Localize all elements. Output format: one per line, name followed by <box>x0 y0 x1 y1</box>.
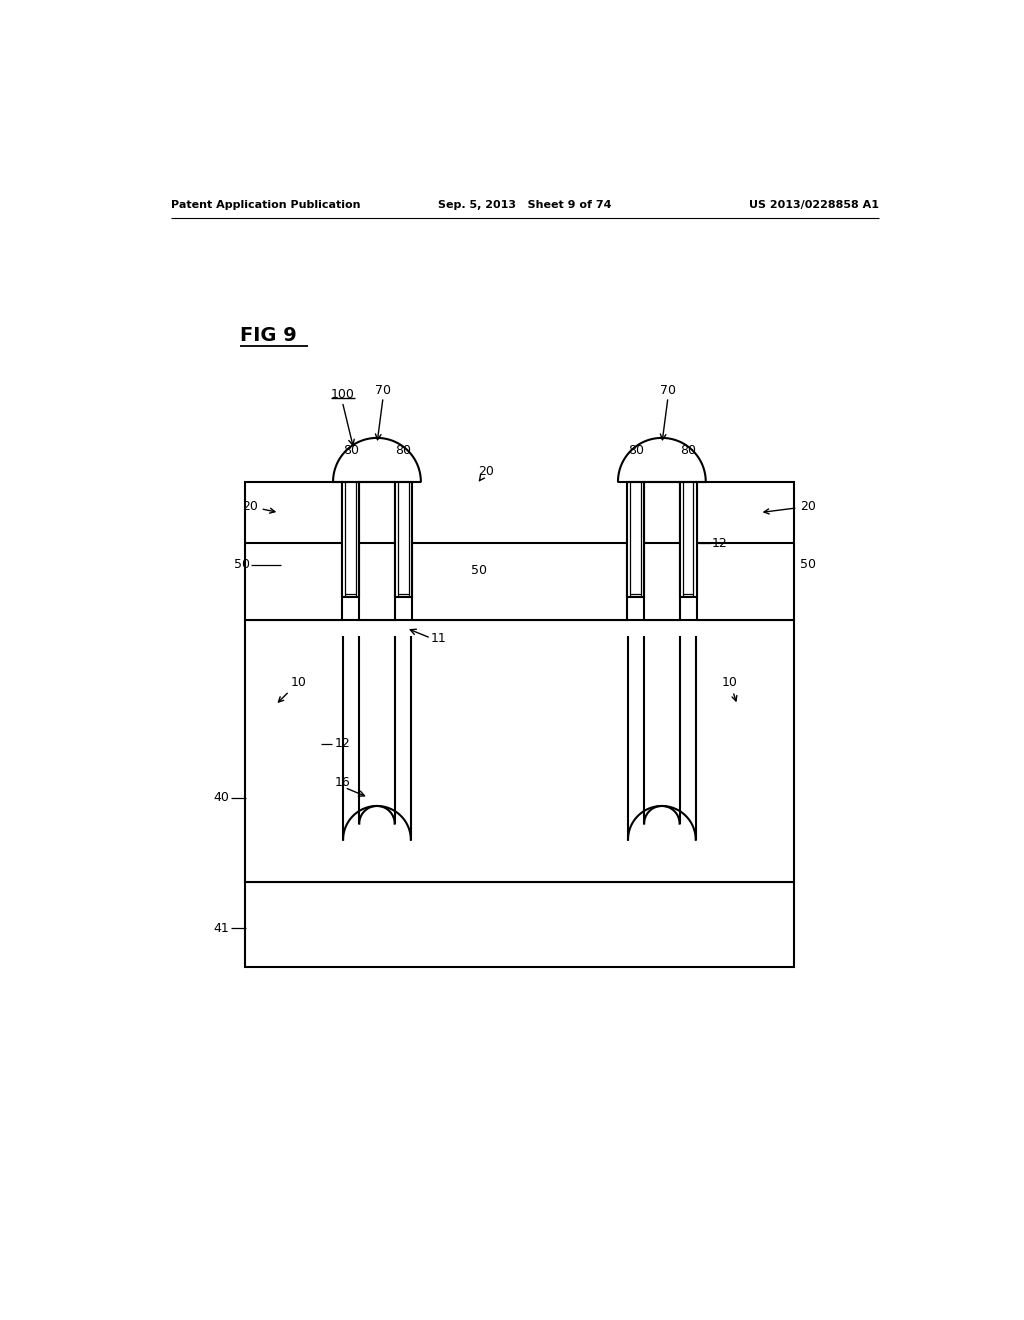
Bar <box>412 544 628 620</box>
Text: 20: 20 <box>478 465 495 480</box>
Bar <box>359 482 394 620</box>
Text: 12: 12 <box>712 537 728 550</box>
Text: US 2013/0228858 A1: US 2013/0228858 A1 <box>749 199 879 210</box>
Text: 80: 80 <box>343 445 358 458</box>
Bar <box>628 482 644 597</box>
Bar <box>342 482 359 597</box>
Text: FIG 9: FIG 9 <box>240 326 297 345</box>
Text: 11: 11 <box>431 631 446 644</box>
Text: 10: 10 <box>279 676 306 702</box>
Bar <box>680 482 696 597</box>
Text: 80: 80 <box>628 445 644 458</box>
Text: 70: 70 <box>660 384 676 397</box>
Text: 70: 70 <box>375 384 391 397</box>
Text: 10: 10 <box>722 676 738 701</box>
Text: 41: 41 <box>213 921 229 935</box>
Text: 20: 20 <box>242 500 274 513</box>
Text: 100: 100 <box>331 388 354 400</box>
Text: 50: 50 <box>233 558 250 572</box>
Bar <box>245 620 795 882</box>
Bar <box>644 482 680 620</box>
Text: 40: 40 <box>213 791 229 804</box>
Text: 50: 50 <box>471 564 487 577</box>
Text: 80: 80 <box>680 445 696 458</box>
Text: 20: 20 <box>764 500 816 513</box>
Text: 50: 50 <box>801 558 816 572</box>
Bar <box>696 482 795 620</box>
Bar <box>394 482 412 597</box>
Bar <box>245 482 342 620</box>
Text: 16: 16 <box>335 776 350 788</box>
Bar <box>245 882 795 966</box>
Text: Sep. 5, 2013   Sheet 9 of 74: Sep. 5, 2013 Sheet 9 of 74 <box>438 199 611 210</box>
Text: 80: 80 <box>395 445 412 458</box>
Text: 12: 12 <box>335 737 350 750</box>
Text: Patent Application Publication: Patent Application Publication <box>171 199 360 210</box>
